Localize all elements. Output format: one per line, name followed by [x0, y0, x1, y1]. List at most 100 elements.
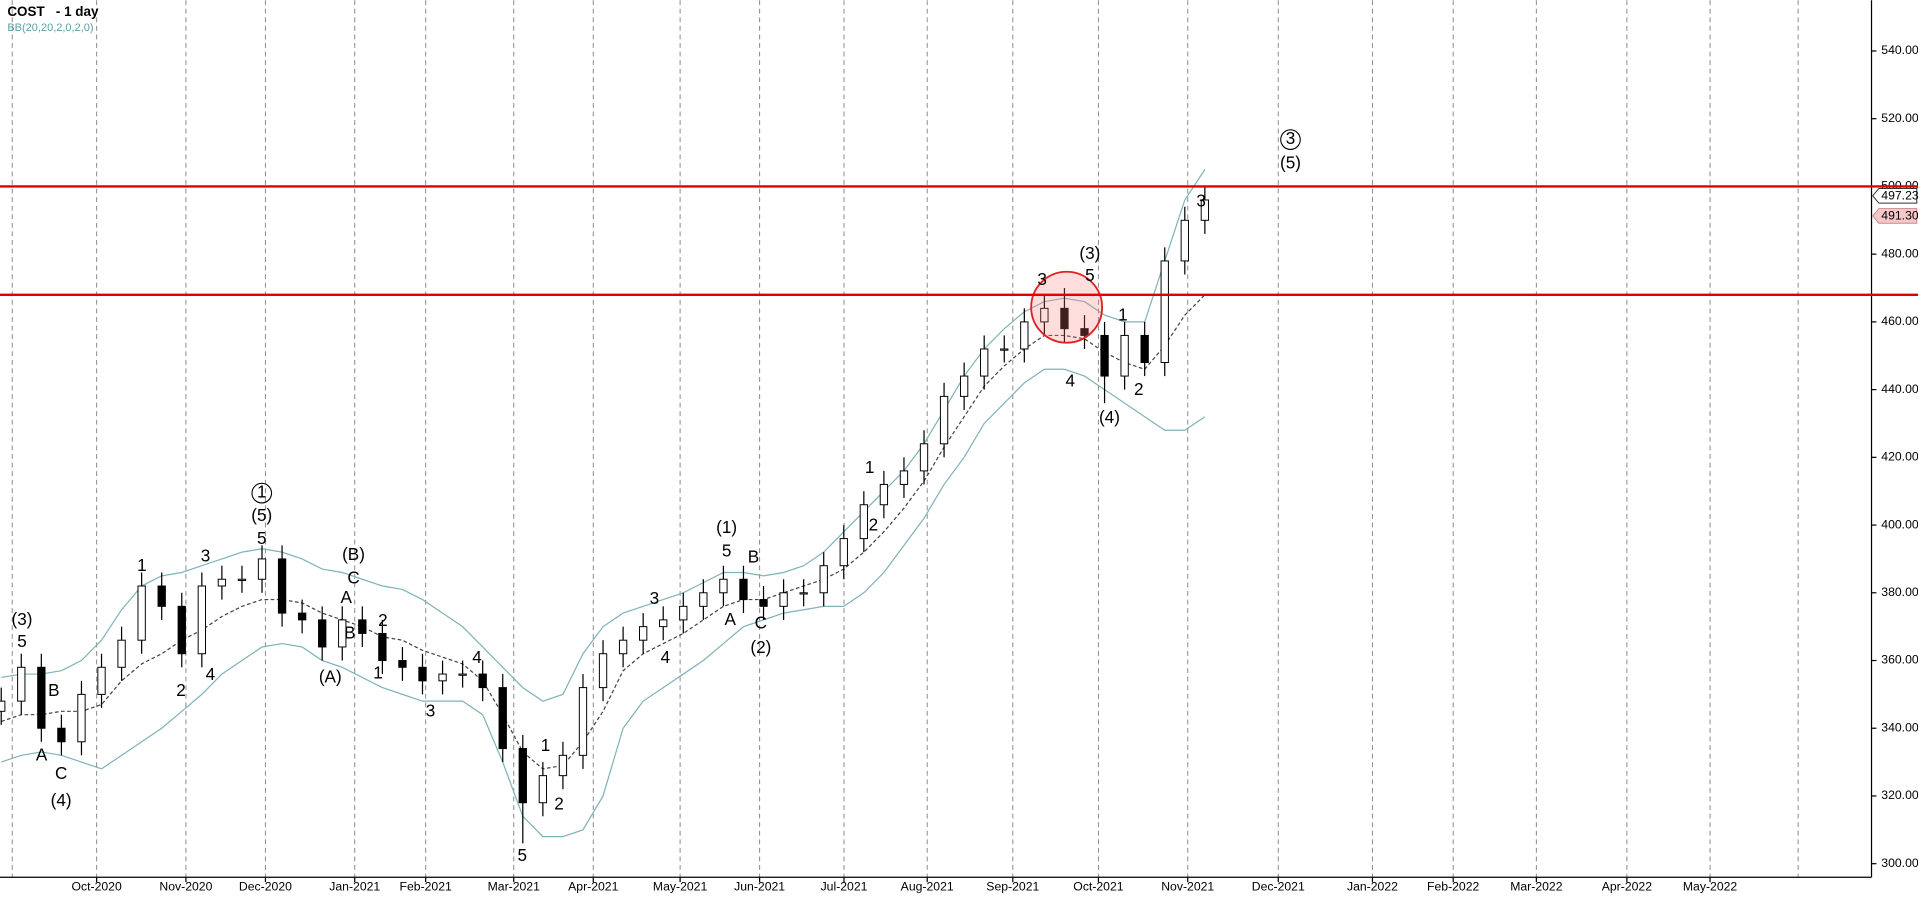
wave-label: 2 [1134, 380, 1144, 399]
candle-body [1040, 307, 1049, 323]
wave-label: 2 [378, 611, 388, 630]
candle-body [719, 578, 728, 594]
wave-label: 5 [17, 632, 27, 651]
wave-label: (B) [342, 545, 365, 564]
candle-body [157, 585, 166, 607]
wave-label: B [344, 623, 355, 642]
wave-label: 1 [257, 483, 267, 502]
candle-body [418, 666, 427, 682]
wave-label: 5 [1085, 266, 1095, 285]
candle-body [759, 599, 768, 607]
wave-label: 3 [1286, 129, 1296, 148]
wave-label: B [748, 547, 759, 566]
wave-label: 3 [201, 546, 211, 565]
candle-body [358, 619, 367, 634]
candle-body [338, 619, 347, 648]
x-tick-label: Oct-2020 [72, 879, 122, 893]
candle-body [639, 626, 648, 641]
x-tick-label: Nov-2020 [159, 879, 212, 893]
candle-body [57, 727, 66, 743]
candle-body [679, 605, 688, 621]
wave-label: 3 [650, 589, 660, 608]
x-tick-label: Mar-2021 [488, 879, 540, 893]
y-tick-label: 460.00 [1881, 314, 1918, 328]
candle-body [217, 578, 227, 587]
y-tick-label: 540.00 [1881, 43, 1918, 57]
x-tick-label: Dec-2021 [1252, 879, 1305, 893]
wave-label: B [48, 681, 59, 700]
candle-body [939, 395, 949, 445]
x-tick-label: Feb-2021 [400, 879, 453, 893]
x-tick-label: Jul-2021 [821, 879, 868, 893]
candle-body [458, 673, 467, 676]
wave-label: (4) [51, 791, 72, 810]
candle-body [980, 348, 989, 377]
x-tick-label: Nov-2021 [1161, 879, 1214, 893]
wave-label: C [55, 764, 67, 783]
candle-body [37, 666, 46, 729]
candle-body [177, 605, 186, 655]
wave-label: 4 [206, 665, 216, 684]
x-tick-label: Mar-2022 [1510, 879, 1562, 893]
wave-label: (1) [716, 518, 737, 537]
wave-circle [251, 482, 273, 504]
candle-body [1200, 199, 1210, 221]
y-tick-label: 380.00 [1881, 585, 1918, 599]
candle-body [739, 578, 748, 601]
price-tag-label: 491.30 [1881, 209, 1918, 223]
candle-body [1180, 219, 1189, 262]
wave-label: C [347, 568, 359, 587]
wave-label: 2 [176, 681, 186, 700]
x-tick-label: May-2022 [1683, 879, 1738, 893]
candle-body [558, 754, 568, 777]
x-tick-label: Apr-2021 [568, 879, 618, 893]
candle-body [659, 619, 668, 628]
band-line [1, 368, 1206, 838]
wave-circle [1280, 129, 1301, 150]
candle-body [498, 687, 507, 750]
wave-label: 5 [257, 529, 267, 548]
y-tick-label: 420.00 [1881, 450, 1918, 464]
candle-body [398, 660, 407, 668]
candle-body [879, 483, 889, 506]
candle-body [799, 592, 808, 595]
x-tick-label: Jun-2021 [734, 879, 785, 893]
y-tick-label: 300.00 [1881, 856, 1918, 870]
wave-label: 1 [1118, 305, 1128, 324]
candle-body [77, 693, 86, 743]
candle-body [318, 619, 327, 648]
wave-label: 5 [722, 541, 732, 560]
candle-body [1020, 321, 1029, 350]
indicator-label: BB(20,20,2,0,2,0) [7, 22, 93, 34]
y-tick-label: 340.00 [1881, 720, 1918, 734]
candle-body [819, 565, 828, 594]
candle-body [578, 687, 588, 756]
x-tick-label: Dec-2020 [239, 879, 292, 893]
band-line [1, 169, 1206, 702]
wave-label: 3 [1037, 270, 1047, 289]
wave-label: 5 [518, 846, 528, 865]
candle-body [779, 592, 788, 607]
candle-body [137, 585, 146, 641]
x-tick-label: Jan-2021 [329, 879, 380, 893]
candle-body [478, 673, 487, 689]
candle-body [197, 585, 206, 655]
candle-body [1140, 334, 1149, 364]
wave-label: (3) [12, 610, 33, 629]
wave-label: 1 [865, 458, 875, 477]
candle-body [598, 653, 608, 689]
x-tick-label: Apr-2022 [1602, 879, 1652, 893]
wave-label: 3 [1196, 192, 1206, 211]
wave-label: (3) [1079, 244, 1100, 263]
y-tick-label: 400.00 [1881, 517, 1918, 531]
candle-body [117, 639, 126, 668]
candle-body [257, 558, 267, 580]
candle-body [1100, 334, 1109, 377]
candle-body [518, 748, 527, 804]
wave-label: 3 [426, 702, 436, 721]
candle-body [0, 700, 6, 712]
wave-label: 4 [472, 648, 482, 667]
x-tick-label: Feb-2022 [1427, 879, 1480, 893]
wave-label: A [36, 746, 48, 765]
